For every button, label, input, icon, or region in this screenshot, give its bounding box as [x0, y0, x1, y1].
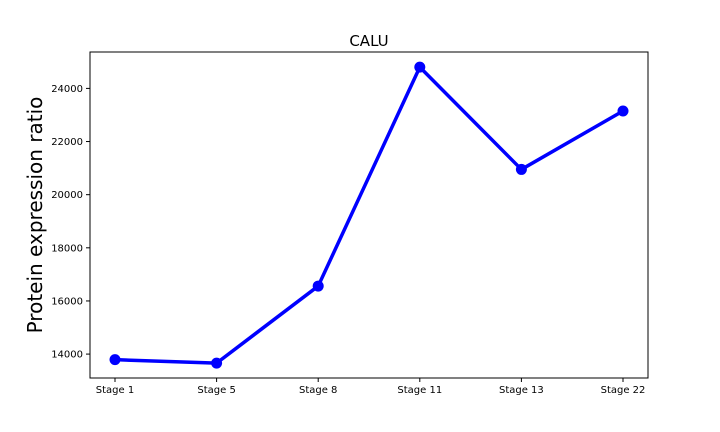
y-tick-label: 24000: [51, 84, 83, 95]
x-tick-label: Stage 8: [299, 385, 337, 396]
y-tick-label: 14000: [51, 350, 83, 361]
data-point: [617, 105, 629, 117]
plot-area-frame: [89, 51, 649, 379]
y-tick-label: 22000: [51, 137, 83, 148]
data-point: [312, 280, 324, 292]
data-point: [515, 163, 527, 175]
x-tick-label: Stage 11: [397, 385, 442, 396]
x-tick-label: Stage 1: [96, 385, 134, 396]
series-layer: [109, 61, 629, 369]
data-point: [211, 357, 223, 369]
y-tick-label: 16000: [51, 296, 83, 307]
x-tick-label: Stage 5: [197, 385, 235, 396]
x-tick-label: Stage 13: [499, 385, 544, 396]
y-axis: 14000 16000 18000 20000 22000 24000: [51, 84, 90, 361]
y-tick-label: 20000: [51, 190, 83, 201]
series-line: [114, 65, 624, 365]
chart-title: CALU: [349, 32, 388, 50]
y-axis-label: Protein expression ratio: [23, 97, 47, 334]
x-tick-label: Stage 22: [601, 385, 646, 396]
y-tick-label: 18000: [51, 243, 83, 254]
x-axis: Stage 1 Stage 5 Stage 8 Stage 11 Stage 13 Sta…: [96, 378, 646, 396]
data-point: [414, 61, 426, 73]
data-point: [109, 354, 121, 366]
